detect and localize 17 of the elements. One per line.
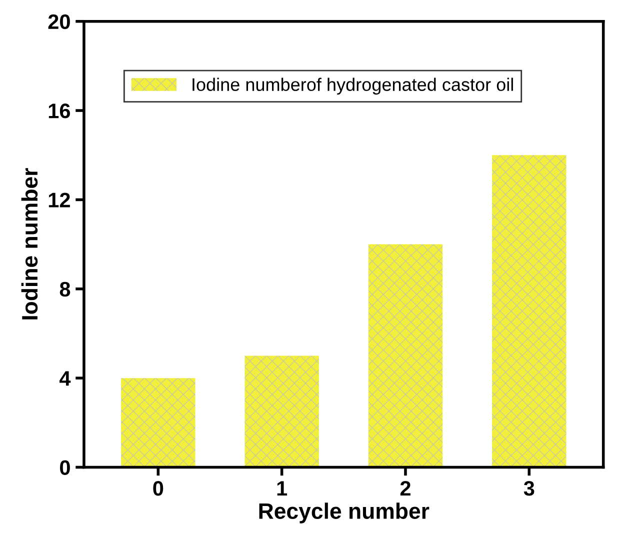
x-tick-label: 0: [153, 480, 164, 496]
bar: [121, 378, 196, 468]
bar: [492, 155, 566, 468]
legend-label: Iodine numberof hydrogenated castor oil: [192, 78, 513, 95]
x-tick-label: 1: [277, 481, 288, 496]
bar: [244, 356, 319, 468]
y-tick-label: 20: [48, 14, 70, 30]
y-tick-label: 12: [48, 192, 70, 208]
bar: [368, 244, 443, 468]
y-tick-label: 16: [48, 104, 70, 118]
x-axis-title: Recycle number: [259, 502, 430, 524]
y-axis-title: Iodine number: [21, 168, 38, 320]
x-tick-label: 3: [524, 480, 534, 496]
y-tick-label: 8: [60, 282, 70, 297]
y-tick-label: 0: [60, 460, 70, 476]
y-tick-label: 4: [60, 371, 71, 386]
x-tick-label: 2: [400, 480, 410, 496]
